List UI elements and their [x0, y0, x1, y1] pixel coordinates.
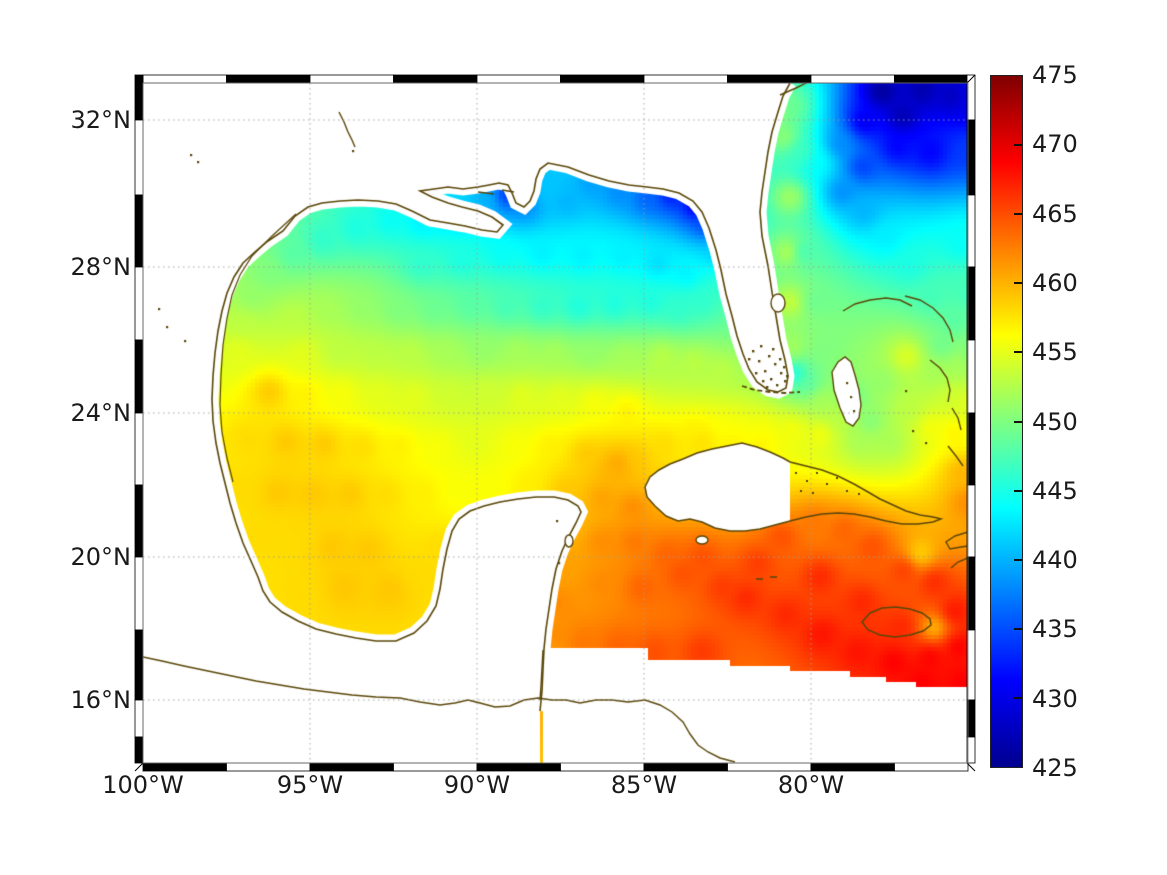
colorbar-tick: [1014, 144, 1022, 147]
colorbar-tick: [1014, 696, 1022, 699]
colorbar-tick: [1014, 489, 1022, 492]
lat-tick-label: 16°N: [70, 686, 132, 714]
frame-zebra-segment: [966, 412, 976, 486]
lon-tick-label: 100°W: [102, 771, 184, 799]
lon-tick-label: 85°W: [610, 771, 678, 799]
frame-zebra-segment: [966, 699, 976, 738]
lon-tick-label: 95°W: [276, 771, 344, 799]
colorbar-tick: [1014, 627, 1022, 630]
frame-zebra-segment: [966, 339, 976, 414]
frame-zebra-segment: [134, 629, 144, 701]
colorbar-tick-label: 440: [1032, 546, 1078, 574]
frame-zebra-segment: [134, 266, 144, 341]
frame-zebra-segment: [727, 74, 812, 84]
frame-zebra-segment: [476, 74, 561, 84]
frame-zebra-segment: [134, 736, 144, 764]
lon-tick-label: 80°W: [777, 771, 845, 799]
frame-zebra-segment: [134, 119, 144, 196]
lat-tick-label: 24°N: [70, 399, 132, 427]
colorbar-tick-label: 445: [1032, 477, 1078, 505]
colorbar: [990, 75, 1023, 768]
lon-tick-label: 90°W: [443, 771, 511, 799]
colorbar-tick-label: 455: [1032, 338, 1078, 366]
frame-zebra-segment: [894, 74, 969, 84]
colorbar-tick-label: 430: [1032, 685, 1078, 713]
colorbar-tick-label: 425: [1032, 754, 1078, 782]
frame-zebra-segment: [309, 74, 394, 84]
colorbar-tick: [1014, 213, 1022, 216]
colorbar-tick: [1014, 420, 1022, 423]
frame-line: [134, 74, 144, 84]
frame-zebra-segment: [966, 556, 976, 631]
frame-zebra-segment: [393, 74, 478, 84]
frame-zebra-segment: [966, 119, 976, 196]
colorbar-tick-label: 470: [1032, 130, 1078, 158]
frame-zebra-segment: [894, 762, 969, 772]
map-canvas: [143, 83, 968, 763]
lat-tick-label: 32°N: [70, 106, 132, 134]
frame-zebra-segment: [134, 339, 144, 414]
frame-zebra-segment: [134, 556, 144, 631]
colorbar-tick: [1014, 558, 1022, 561]
frame-zebra-segment: [134, 699, 144, 738]
colorbar-tick-label: 450: [1032, 408, 1078, 436]
frame-zebra-segment: [966, 194, 976, 268]
frame-line: [966, 74, 976, 84]
frame-zebra-segment: [966, 484, 976, 558]
colorbar-tick-label: 475: [1032, 61, 1078, 89]
colorbar-tick-label: 465: [1032, 200, 1078, 228]
frame-zebra-segment: [643, 74, 728, 84]
frame-zebra-segment: [134, 412, 144, 486]
colorbar-tick: [1014, 351, 1022, 354]
frame-zebra-segment: [134, 484, 144, 558]
frame-zebra-segment: [966, 266, 976, 341]
frame-zebra-segment: [134, 74, 144, 121]
frame-zebra-segment: [810, 74, 895, 84]
lat-tick-label: 20°N: [70, 543, 132, 571]
frame-zebra-segment: [966, 736, 976, 764]
lat-tick-label: 28°N: [70, 253, 132, 281]
colorbar-tick-label: 435: [1032, 615, 1078, 643]
frame-zebra-segment: [966, 629, 976, 701]
frame-zebra-segment: [142, 74, 227, 84]
frame-zebra-segment: [226, 74, 311, 84]
frame-zebra-segment: [966, 74, 976, 121]
colorbar-tick: [1014, 282, 1022, 285]
frame-zebra-segment: [560, 74, 645, 84]
frame-line: [966, 762, 976, 772]
colorbar-tick-label: 460: [1032, 269, 1078, 297]
frame-zebra-segment: [134, 194, 144, 268]
